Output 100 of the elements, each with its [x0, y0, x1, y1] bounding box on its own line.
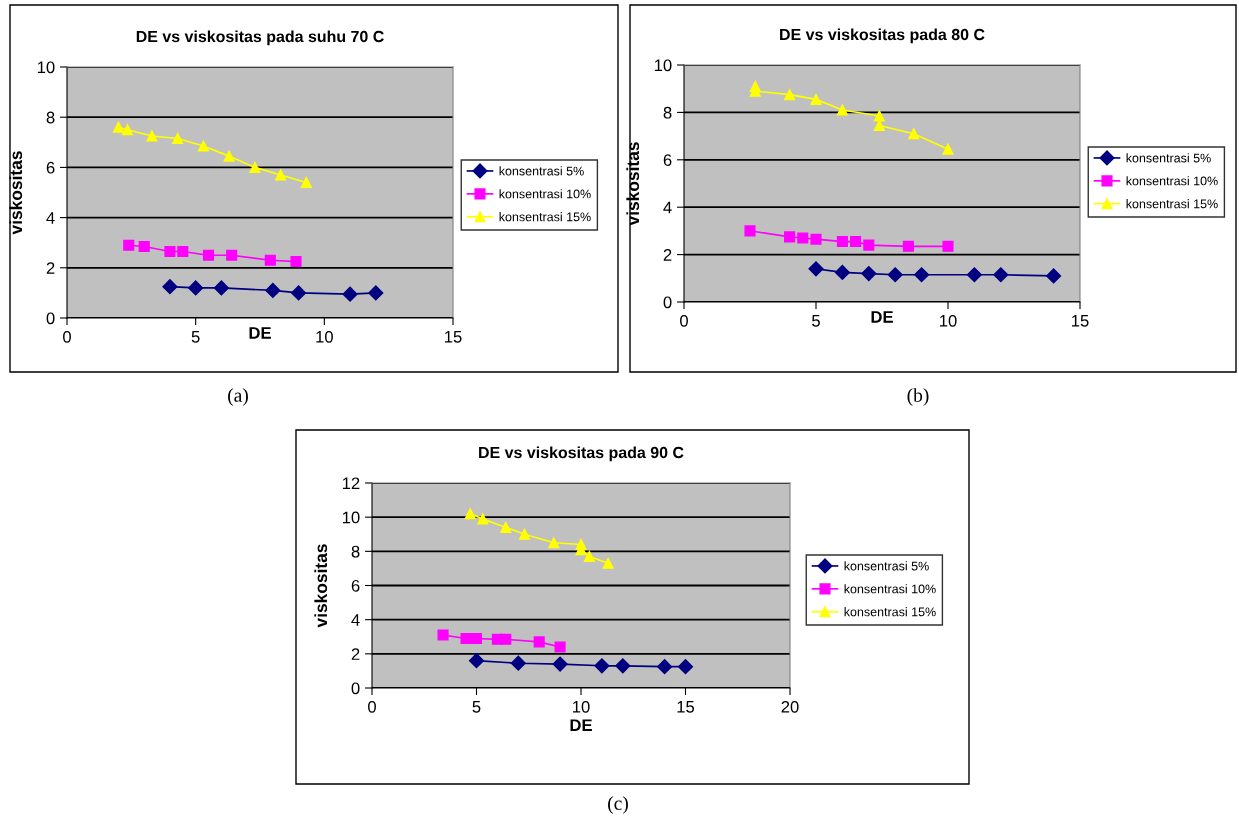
point: [500, 633, 512, 645]
y-tick-label: 8: [46, 111, 55, 124]
text: (b): [907, 388, 929, 406]
point: [138, 240, 150, 253]
y-axis-title: viskositas: [9, 151, 23, 235]
point: [602, 557, 614, 569]
point: [460, 632, 472, 645]
point: [873, 110, 885, 122]
point: [808, 261, 824, 277]
legend-label: konsentrasi 10%: [844, 584, 936, 594]
point: [249, 161, 261, 173]
x-axis-title: DE: [570, 719, 592, 731]
point: [164, 245, 176, 258]
point: [834, 264, 850, 280]
point: [172, 132, 184, 145]
x-tick-label: 20: [781, 700, 799, 713]
y-tick-label: 2: [46, 262, 55, 274]
point: [677, 659, 694, 675]
y-tick-label: 4: [663, 201, 672, 214]
x-tick-label: 0: [63, 330, 71, 343]
legend-label: konsentrasi 5%: [844, 561, 929, 571]
point: [468, 653, 485, 669]
y-tick-label: 12: [342, 477, 360, 490]
point: [863, 239, 875, 251]
point: [291, 285, 307, 301]
legend-label: konsentrasi 10%: [1126, 176, 1218, 186]
point: [470, 632, 483, 645]
point: [548, 537, 560, 549]
x-tick-label: 5: [812, 315, 820, 327]
x-tick-label: 15: [677, 701, 695, 713]
point: [146, 130, 158, 142]
point: [836, 104, 848, 116]
point: [797, 232, 809, 244]
point: [112, 121, 125, 133]
point: [188, 280, 204, 296]
x-tick-label: 5: [191, 331, 200, 343]
y-tick-label: 6: [351, 579, 360, 592]
point: [264, 254, 276, 266]
point: [850, 236, 862, 248]
x-axis-title: DE: [871, 311, 893, 323]
text: (c): [608, 796, 628, 814]
y-tick-label: 4: [351, 614, 360, 626]
y-tick-label: 2: [351, 648, 360, 660]
y-tick-label: 8: [663, 106, 672, 119]
point: [594, 658, 610, 674]
point: [583, 550, 595, 563]
point: [464, 508, 476, 520]
y-tick-label: 10: [342, 511, 360, 524]
point: [993, 267, 1009, 283]
point: [942, 143, 954, 155]
x-tick-label: 10: [573, 700, 590, 713]
point: [290, 255, 302, 268]
y-tick-label: 0: [663, 296, 672, 309]
point: [437, 629, 449, 641]
point: [510, 655, 526, 671]
legend-label: konsentrasi 10%: [499, 189, 591, 199]
point: [966, 267, 982, 283]
y-tick-label: 10: [37, 61, 55, 74]
y-tick-label: 0: [351, 682, 360, 695]
x-tick-label: 0: [680, 314, 688, 327]
point: [861, 265, 877, 282]
point: [226, 249, 238, 261]
point: [177, 245, 189, 258]
point: [533, 636, 545, 648]
y-tick-label: 4: [46, 212, 55, 224]
chart-title: DE vs viskositas pada suhu 70 C: [136, 30, 384, 46]
point: [1046, 268, 1062, 284]
point: [552, 656, 568, 672]
point: [123, 239, 135, 251]
point: [202, 249, 215, 261]
point: [162, 279, 178, 295]
x-axis-title: DE: [249, 327, 271, 339]
y-axis-title: viskositas: [626, 142, 640, 226]
x-tick-label: 15: [1072, 315, 1089, 327]
y-tick-label: 2: [663, 249, 672, 261]
point: [342, 286, 358, 302]
y-axis-title: viskositas: [314, 544, 328, 628]
point: [744, 225, 756, 237]
x-tick-label: 5: [472, 701, 481, 713]
y-tick-label: 8: [351, 545, 360, 558]
legend-label: konsentrasi 15%: [844, 607, 936, 617]
y-tick-label: 6: [46, 161, 55, 174]
chart-title: DE vs viskositas pada 90 C: [479, 446, 684, 462]
point: [275, 169, 287, 181]
point: [223, 150, 235, 162]
point: [657, 659, 673, 675]
point: [942, 240, 954, 252]
point: [908, 128, 920, 140]
point: [300, 176, 312, 189]
chart-title: DE vs viskositas pada 80 C: [780, 28, 985, 44]
x-tick-label: 0: [368, 700, 376, 713]
point: [810, 93, 822, 105]
point: [519, 528, 531, 540]
point: [197, 140, 209, 152]
point: [887, 267, 903, 283]
point: [836, 236, 848, 248]
point: [121, 124, 134, 136]
point: [902, 240, 914, 252]
text: (a): [228, 388, 248, 406]
x-tick-label: 15: [445, 331, 462, 343]
